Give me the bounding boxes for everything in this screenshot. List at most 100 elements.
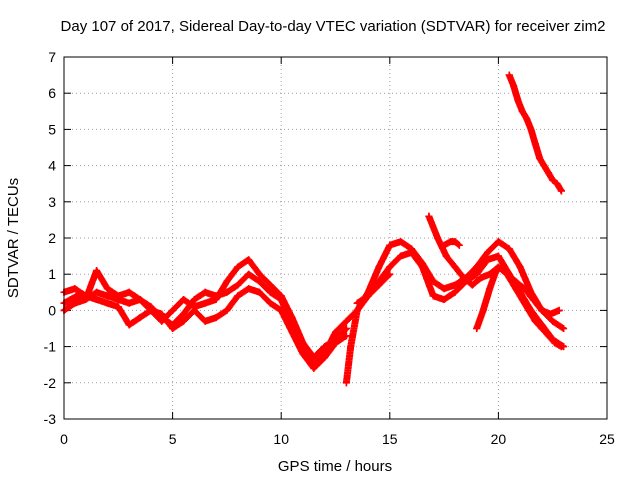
data-point [408, 248, 416, 256]
data-point [514, 96, 522, 104]
data-point [425, 212, 433, 220]
y-tick-label: -3 [44, 411, 57, 427]
data-point [332, 328, 339, 336]
data-point [169, 306, 177, 314]
data-point [114, 303, 122, 311]
data-point [451, 281, 459, 289]
data-point [494, 252, 502, 260]
data-point [486, 285, 494, 293]
x-tick-label: 10 [273, 431, 289, 447]
x-tick-label: 20 [491, 431, 507, 447]
chart-title: Day 107 of 2017, Sidereal Day-to-day VTE… [61, 18, 606, 35]
data-point [375, 277, 383, 285]
data-point [442, 252, 450, 260]
data-point [234, 292, 242, 300]
data-point [484, 256, 492, 264]
data-point [158, 310, 166, 318]
x-axis-label: GPS time / hours [278, 458, 392, 475]
data-point [547, 310, 555, 318]
data-point [531, 140, 539, 148]
data-point [353, 299, 361, 307]
data-point [477, 274, 485, 282]
x-tick-label: 5 [169, 431, 177, 447]
x-tick-labels: 0 5 10 15 20 25 [60, 431, 615, 447]
data-point [353, 306, 361, 314]
data-point [201, 299, 209, 307]
data-point [93, 296, 101, 304]
data-point [492, 267, 500, 275]
y-tick-label: 6 [48, 85, 56, 101]
data-point [529, 296, 537, 304]
data-point [451, 238, 459, 246]
data-point [342, 379, 350, 387]
data-point [386, 263, 394, 271]
y-tick-label: -2 [44, 375, 57, 391]
data-point [103, 292, 111, 300]
data-point [523, 115, 531, 123]
data-point [429, 292, 437, 300]
series-track-6 [425, 212, 563, 318]
y-tick-label: 1 [48, 266, 56, 282]
data-point [520, 285, 528, 293]
data-point [557, 187, 565, 195]
data-point [347, 343, 355, 351]
data-point [255, 288, 263, 296]
data-point [538, 325, 546, 332]
data-point [223, 277, 231, 285]
data-point [212, 314, 220, 322]
data-point [510, 82, 518, 90]
data-point [201, 288, 209, 296]
series-track-3 [60, 285, 350, 372]
data-point [223, 288, 231, 296]
data-point [190, 296, 198, 304]
data-point [179, 317, 187, 325]
data-point [434, 234, 442, 242]
data-point [179, 310, 187, 318]
data-point [223, 306, 231, 314]
data-point [473, 270, 481, 278]
data-point [538, 306, 546, 314]
data-point [484, 248, 492, 256]
data-point [71, 285, 79, 293]
data-point [169, 325, 177, 332]
data-point [518, 296, 526, 304]
data-point [288, 328, 296, 336]
data-point [266, 281, 274, 289]
data-point [553, 180, 561, 188]
y-tick-label: 4 [48, 158, 56, 174]
data-point [440, 241, 448, 249]
data-point [418, 263, 426, 271]
data-point [310, 364, 318, 372]
data-point [245, 285, 253, 293]
data-point [505, 71, 513, 79]
data-point [245, 256, 253, 264]
data-point [473, 325, 481, 332]
y-tick-labels: -3 -2 -1 0 1 2 3 4 5 6 7 [44, 49, 57, 427]
data-point [518, 107, 526, 115]
data-point [332, 339, 339, 347]
data-point [549, 176, 557, 184]
data-point [266, 288, 274, 296]
data-point [103, 285, 111, 293]
data-point [451, 288, 459, 296]
data-point [82, 292, 90, 300]
data-point [125, 288, 133, 296]
data-point [544, 169, 552, 177]
data-point [277, 306, 285, 314]
y-tick-label: 7 [48, 49, 56, 65]
data-point [93, 288, 101, 296]
data-point [551, 339, 559, 347]
data-point [512, 285, 520, 293]
x-tick-label: 15 [382, 431, 398, 447]
data-point [190, 306, 198, 314]
data-point [505, 245, 513, 253]
data-point [212, 292, 220, 300]
data-point [255, 270, 263, 278]
data-point [544, 332, 552, 340]
data-point [386, 241, 394, 249]
data-point [479, 306, 487, 314]
data-point [245, 270, 253, 278]
series-track-4 [342, 238, 568, 387]
data-point [179, 296, 187, 304]
